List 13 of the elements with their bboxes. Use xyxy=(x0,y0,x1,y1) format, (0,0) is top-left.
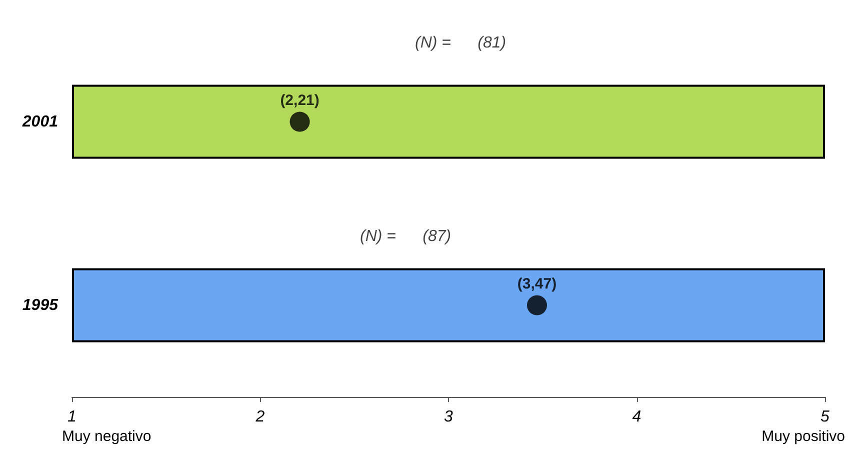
text: Muy positivo xyxy=(762,428,846,445)
x-tick-label: 4 xyxy=(632,408,642,426)
text: Muy negativo xyxy=(62,428,152,445)
annotation: (N) = (81) xyxy=(415,34,506,52)
data-label: (3,47) xyxy=(517,275,557,292)
data-label: (2,21) xyxy=(280,92,320,109)
x-tick-label: 2 xyxy=(254,408,265,426)
y-tick-label: 2001 xyxy=(21,113,58,130)
y-tick-label: 1995 xyxy=(22,296,60,314)
annotation: (N) = (87) xyxy=(360,228,452,245)
x-tick-label: 1 xyxy=(68,408,76,426)
x-tick-label: 3 xyxy=(444,408,454,426)
x-tick-label: 5 xyxy=(820,408,830,426)
